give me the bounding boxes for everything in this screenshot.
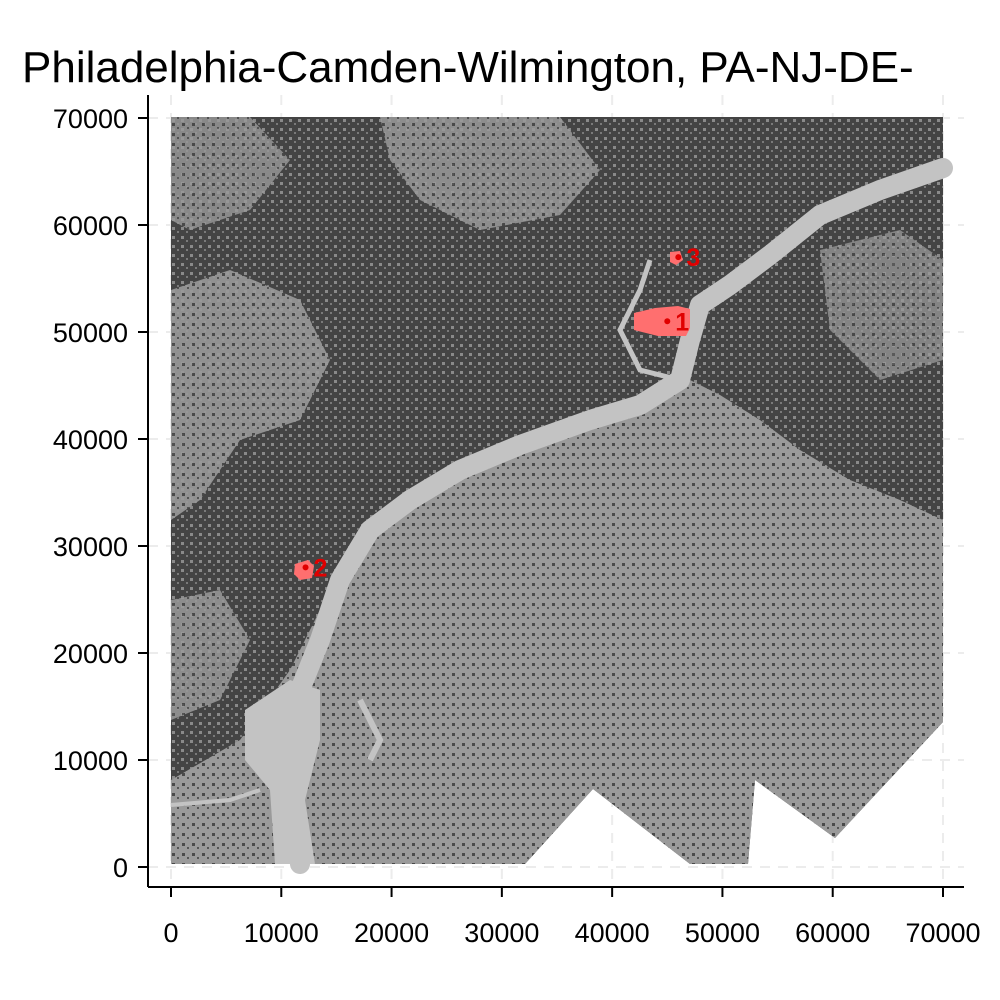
y-tick-label: 30000 bbox=[53, 532, 128, 562]
y-tick-label: 60000 bbox=[53, 211, 128, 241]
undeveloped-land-east bbox=[820, 230, 943, 380]
undeveloped-land-northwest bbox=[171, 117, 290, 230]
x-tick-label: 20000 bbox=[354, 918, 429, 948]
x-tick-label: 50000 bbox=[685, 918, 760, 948]
delaware-river bbox=[275, 158, 953, 874]
river-estuary bbox=[245, 680, 320, 864]
river-branch-schuylkill bbox=[617, 259, 681, 383]
y-tick-label: 0 bbox=[113, 853, 128, 883]
x-tick-label: 70000 bbox=[905, 918, 980, 948]
hotspot-label: 1 bbox=[675, 308, 689, 336]
river-branch-inlet bbox=[357, 698, 384, 762]
undeveloped-land-southwest bbox=[171, 590, 250, 720]
x-tick-label: 30000 bbox=[464, 918, 539, 948]
x-tick-label: 0 bbox=[163, 918, 178, 948]
x-tick-label: 10000 bbox=[244, 918, 319, 948]
y-tick-label: 50000 bbox=[53, 318, 128, 348]
undeveloped-land-southeast bbox=[171, 380, 943, 864]
river-branch-south bbox=[170, 788, 261, 807]
hotspot-point bbox=[664, 318, 671, 325]
hotspot-markers bbox=[294, 251, 690, 580]
x-axis-ticks: 0 10000 20000 30000 40000 50000 60000 70000 bbox=[163, 887, 981, 948]
x-tick-label: 40000 bbox=[575, 918, 650, 948]
hotspot-label: 2 bbox=[314, 554, 328, 582]
y-axis-ticks: 0 10000 20000 30000 40000 50000 60000 70000 bbox=[53, 104, 148, 883]
map-raster bbox=[170, 117, 953, 874]
y-tick-label: 70000 bbox=[53, 104, 128, 134]
hotspot-labels: 1 2 3 bbox=[302, 244, 700, 582]
y-tick-label: 10000 bbox=[53, 746, 128, 776]
y-tick-label: 20000 bbox=[53, 639, 128, 669]
hotspot-point bbox=[302, 564, 309, 571]
hotspot-label: 3 bbox=[686, 244, 700, 272]
hotspot-2[interactable] bbox=[294, 560, 314, 580]
undeveloped-land-north bbox=[380, 117, 600, 230]
hotspot-point bbox=[675, 254, 682, 261]
map-title: Philadelphia-Camden-Wilmington, PA-NJ-DE… bbox=[22, 43, 914, 92]
x-tick-label: 60000 bbox=[795, 918, 870, 948]
undeveloped-land-west bbox=[171, 270, 330, 520]
hotspot-1[interactable] bbox=[634, 306, 690, 336]
y-tick-label: 40000 bbox=[53, 425, 128, 455]
